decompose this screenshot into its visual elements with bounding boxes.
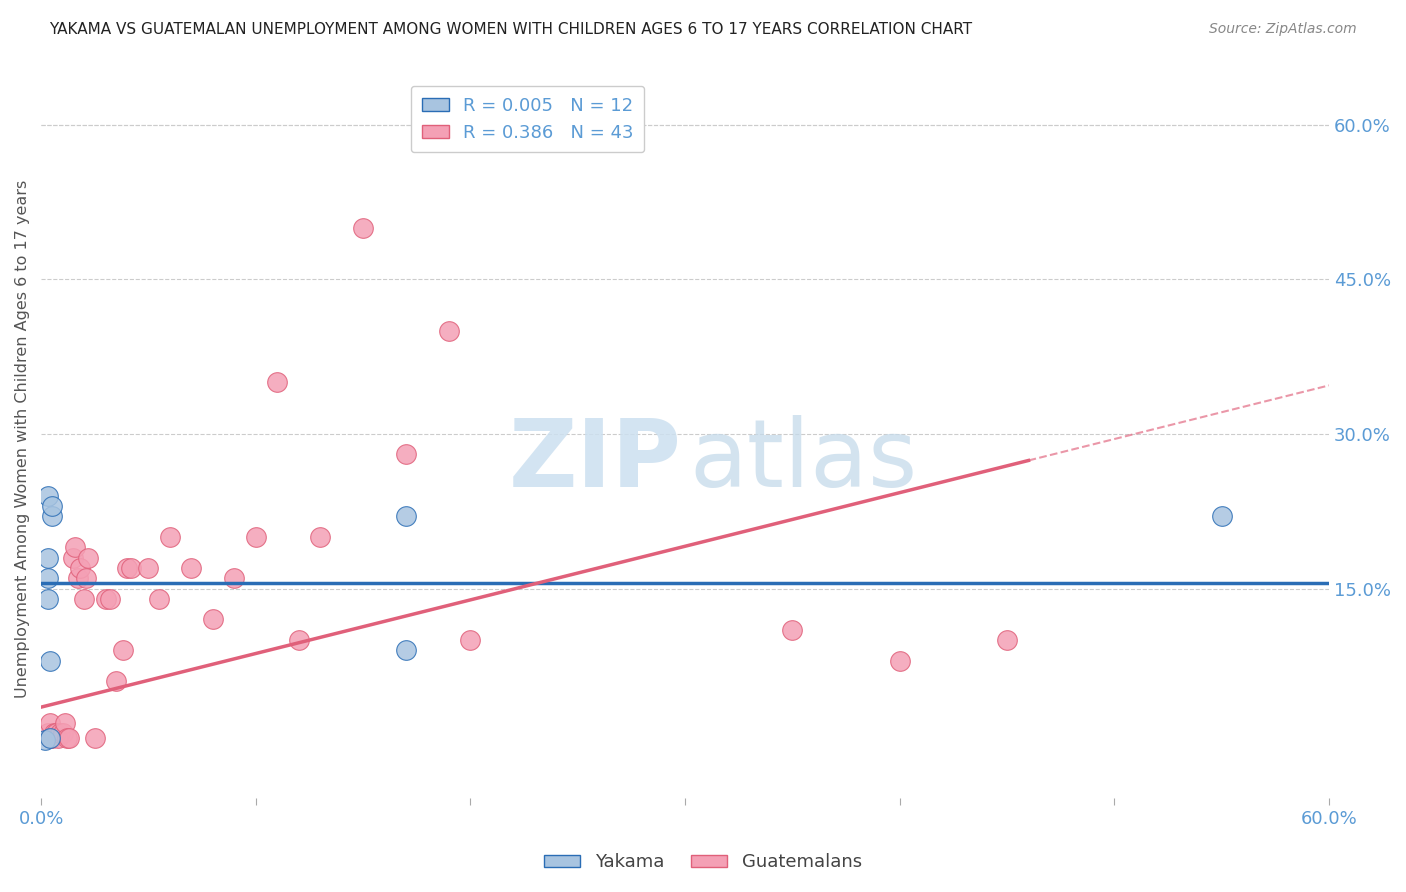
Point [245, 530, 267, 544]
Point [37, 571, 59, 585]
Point [34, 733, 56, 747]
Point [115, 561, 138, 575]
Point [1211, 509, 1233, 524]
Point [53, 715, 76, 730]
Point [105, 674, 128, 689]
Point [352, 220, 374, 235]
Point [42, 726, 65, 740]
Point [460, 633, 482, 648]
Point [41, 731, 63, 745]
Point [782, 623, 804, 637]
Point [38, 731, 60, 745]
Point [37, 489, 59, 503]
Point [77, 550, 100, 565]
Point [52, 726, 75, 740]
Point [38, 715, 60, 730]
Point [159, 530, 181, 544]
Point [75, 571, 97, 585]
Point [49, 726, 72, 740]
Point [37, 591, 59, 606]
Point [995, 633, 1018, 648]
Point [111, 643, 134, 657]
Point [37, 550, 59, 565]
Legend: Yakama, Guatemalans: Yakama, Guatemalans [537, 847, 869, 879]
Legend: R = 0.005   N = 12, R = 0.386   N = 43: R = 0.005 N = 12, R = 0.386 N = 43 [411, 86, 644, 153]
Point [38, 654, 60, 668]
Point [201, 612, 224, 626]
Point [266, 376, 288, 390]
Text: YAKAMA VS GUATEMALAN UNEMPLOYMENT AMONG WOMEN WITH CHILDREN AGES 6 TO 17 YEARS C: YAKAMA VS GUATEMALAN UNEMPLOYMENT AMONG … [49, 22, 973, 37]
Point [56, 731, 79, 745]
Point [65, 541, 87, 555]
Point [395, 509, 418, 524]
Point [37, 726, 59, 740]
Point [437, 324, 460, 338]
Text: atlas: atlas [689, 415, 917, 507]
Point [287, 633, 309, 648]
Point [58, 731, 80, 745]
Text: ZIP: ZIP [509, 415, 681, 507]
Point [46, 731, 69, 745]
Point [41, 509, 63, 524]
Point [180, 561, 202, 575]
Point [73, 591, 96, 606]
Point [69, 561, 91, 575]
Point [83, 731, 105, 745]
Point [38, 731, 60, 745]
Point [138, 561, 160, 575]
Point [98, 591, 121, 606]
Point [395, 643, 418, 657]
Point [395, 448, 418, 462]
Point [45, 726, 67, 740]
Point [148, 591, 170, 606]
Point [889, 654, 911, 668]
Point [120, 561, 142, 575]
Point [41, 499, 63, 513]
Point [94, 591, 117, 606]
Text: Source: ZipAtlas.com: Source: ZipAtlas.com [1209, 22, 1357, 37]
Point [62, 550, 84, 565]
Point [224, 571, 246, 585]
Point [309, 530, 332, 544]
Y-axis label: Unemployment Among Women with Children Ages 6 to 17 years: Unemployment Among Women with Children A… [15, 180, 30, 698]
Point [66, 571, 89, 585]
